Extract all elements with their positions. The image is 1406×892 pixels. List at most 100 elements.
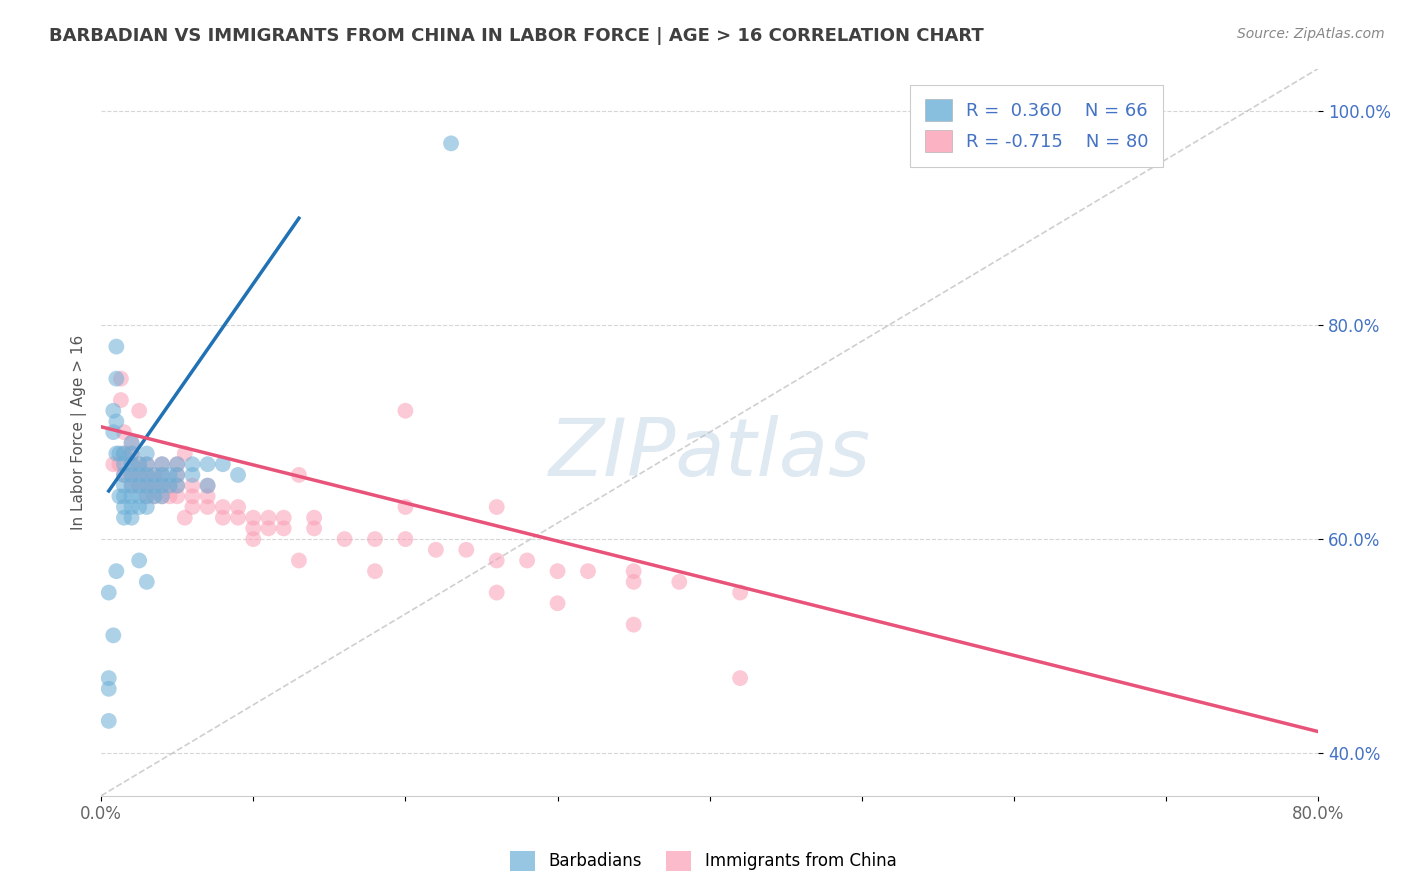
Point	[135, 457, 157, 471]
Point	[547, 564, 569, 578]
Point	[166, 478, 188, 492]
Point	[112, 446, 135, 460]
Point	[150, 489, 173, 503]
Point	[121, 500, 143, 514]
Point	[128, 457, 150, 471]
Point	[333, 532, 356, 546]
Point	[302, 521, 325, 535]
Point	[211, 500, 233, 514]
Point	[257, 510, 280, 524]
Point	[197, 489, 219, 503]
Text: Source: ZipAtlas.com: Source: ZipAtlas.com	[1237, 27, 1385, 41]
Point	[150, 467, 173, 482]
Point	[112, 478, 135, 492]
Point	[135, 489, 157, 503]
Point	[108, 446, 131, 460]
Point	[242, 510, 264, 524]
Point	[128, 489, 150, 503]
Point	[257, 521, 280, 535]
Point	[112, 446, 135, 460]
Point	[440, 136, 463, 151]
Y-axis label: In Labor Force | Age > 16: In Labor Force | Age > 16	[72, 334, 87, 530]
Point	[547, 596, 569, 610]
Point	[485, 500, 508, 514]
Point	[105, 340, 128, 354]
Point	[128, 467, 150, 482]
Point	[394, 500, 416, 514]
Point	[288, 553, 311, 567]
Point	[121, 435, 143, 450]
Point	[105, 564, 128, 578]
Point	[135, 478, 157, 492]
Point	[121, 457, 143, 471]
Point	[1049, 821, 1071, 835]
Point	[159, 478, 181, 492]
Point	[105, 446, 128, 460]
Point	[121, 478, 143, 492]
Point	[108, 489, 131, 503]
Point	[121, 457, 143, 471]
Point	[364, 564, 387, 578]
Point	[103, 425, 125, 439]
Point	[150, 457, 173, 471]
Point	[150, 478, 173, 492]
Point	[135, 500, 157, 514]
Point	[150, 478, 173, 492]
Point	[623, 574, 645, 589]
Point	[121, 467, 143, 482]
Point	[456, 542, 478, 557]
Point	[128, 467, 150, 482]
Point	[273, 521, 295, 535]
Point	[242, 521, 264, 535]
Point	[211, 510, 233, 524]
Point	[112, 425, 135, 439]
Point	[112, 457, 135, 471]
Point	[103, 457, 125, 471]
Point	[105, 372, 128, 386]
Point	[121, 510, 143, 524]
Point	[121, 435, 143, 450]
Point	[103, 628, 125, 642]
Point	[121, 478, 143, 492]
Point	[121, 489, 143, 503]
Point	[143, 467, 166, 482]
Point	[226, 467, 249, 482]
Point	[166, 457, 188, 471]
Point	[623, 564, 645, 578]
Point	[181, 489, 204, 503]
Point	[135, 446, 157, 460]
Point	[150, 467, 173, 482]
Point	[135, 457, 157, 471]
Point	[288, 467, 311, 482]
Point	[103, 403, 125, 417]
Point	[242, 532, 264, 546]
Point	[135, 467, 157, 482]
Point	[181, 457, 204, 471]
Point	[143, 478, 166, 492]
Point	[150, 457, 173, 471]
Text: ZIPatlas: ZIPatlas	[548, 415, 870, 493]
Point	[143, 489, 166, 503]
Point	[364, 532, 387, 546]
Point	[623, 617, 645, 632]
Point	[159, 489, 181, 503]
Point	[302, 510, 325, 524]
Point	[112, 489, 135, 503]
Point	[128, 500, 150, 514]
Point	[166, 467, 188, 482]
Point	[112, 467, 135, 482]
Point	[110, 392, 132, 407]
Point	[576, 564, 599, 578]
Point	[97, 585, 120, 599]
Point	[516, 553, 538, 567]
Point	[181, 467, 204, 482]
Point	[97, 714, 120, 728]
Point	[135, 489, 157, 503]
Point	[668, 574, 690, 589]
Point	[181, 478, 204, 492]
Point	[166, 467, 188, 482]
Point	[1185, 821, 1208, 835]
Point	[197, 478, 219, 492]
Point	[97, 681, 120, 696]
Point	[121, 467, 143, 482]
